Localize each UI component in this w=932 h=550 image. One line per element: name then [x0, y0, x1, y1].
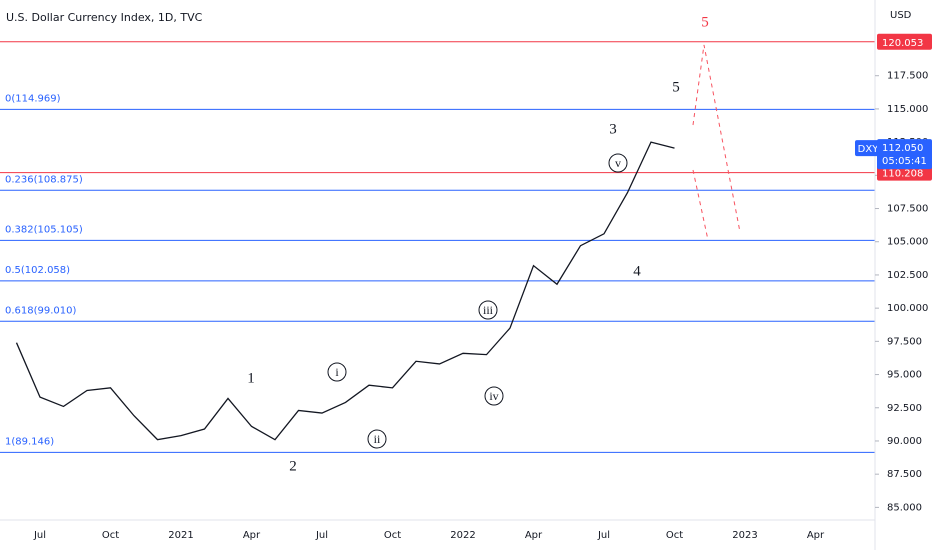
x-tick-label: Oct — [102, 530, 119, 541]
wave-label: 4 — [633, 263, 641, 279]
currency: USD — [890, 10, 912, 21]
x-tick-label: Apr — [525, 530, 543, 541]
circle — [484, 386, 504, 406]
y-tick-label: 102.500 — [887, 270, 928, 281]
circle — [478, 300, 498, 320]
y-tick-label: 85.000 — [887, 502, 922, 513]
wave-label: ii — [374, 432, 381, 446]
circle — [367, 429, 387, 449]
wave-label: iv — [489, 389, 498, 403]
fib-label: 0.236(108.875) — [5, 174, 83, 185]
wave-label: 3 — [609, 121, 617, 137]
wave-label: iii — [483, 303, 494, 317]
x-tick-label: 2021 — [168, 530, 193, 541]
x-tick-label: Apr — [807, 530, 825, 541]
x-tick-label: Apr — [243, 530, 261, 541]
wave-label: 5 — [672, 79, 680, 95]
y-tick-label: 107.500 — [887, 204, 928, 215]
fib-label: 1(89.146) — [5, 436, 54, 447]
projection — [692, 44, 741, 233]
y-tick-label: 115.000 — [887, 104, 928, 115]
y-tick-label: 90.000 — [887, 436, 922, 447]
fib-label: 0.618(99.010) — [5, 305, 77, 316]
fib-label: 0.382(105.105) — [5, 224, 83, 235]
x-tick-label: Oct — [384, 530, 401, 541]
x-tick-label: Oct — [666, 530, 683, 541]
y-tick-label: 100.000 — [887, 303, 928, 314]
fib-label: 0(114.969) — [5, 93, 61, 104]
wave-label: 1 — [247, 370, 255, 386]
wave-label: 5 — [701, 14, 709, 30]
y-tick-label: 97.500 — [887, 336, 922, 347]
projection — [692, 169, 709, 241]
circle — [608, 153, 628, 173]
price-badge — [877, 139, 932, 170]
countdown: 05:05:41 — [882, 156, 927, 167]
circled-labels — [327, 153, 628, 449]
symbol-badge — [855, 140, 881, 157]
chart-title: U.S. Dollar Currency Index, 1D, TVC — [6, 11, 203, 24]
y-tick-label: 105.000 — [887, 237, 928, 248]
fib-label: 0.5(102.058) — [5, 265, 70, 276]
wave-label: i — [335, 365, 339, 379]
x-tick-label: Jul — [597, 530, 610, 541]
plot-area — [0, 41, 875, 453]
wave-label: 2 — [289, 458, 297, 474]
circle — [327, 362, 347, 382]
x-tick-label: Jul — [33, 530, 46, 541]
price-line — [15, 141, 675, 441]
x-tick-label: 2022 — [450, 530, 475, 541]
y-tick-label: 87.500 — [887, 469, 922, 480]
level-label: 120.053 — [882, 38, 923, 49]
y-tick-label: 92.500 — [887, 403, 922, 414]
level-badge — [877, 33, 932, 50]
y-tick-label: 95.000 — [887, 370, 922, 381]
y-tick-label: 117.500 — [887, 71, 928, 82]
symbol: DXY — [858, 144, 880, 155]
last-price: 112.050 — [882, 143, 923, 154]
wave-label: v — [615, 156, 621, 170]
x-tick-label: Jul — [315, 530, 328, 541]
level-label: 110.208 — [882, 169, 923, 180]
x-tick-label: 2023 — [732, 530, 757, 541]
